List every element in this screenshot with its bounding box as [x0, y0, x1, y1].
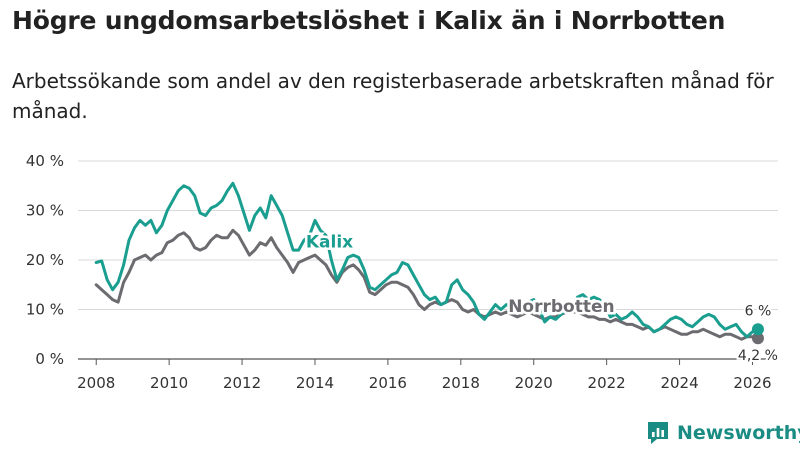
end-point-kalix [751, 323, 764, 336]
newsworthy-logo-icon [648, 422, 668, 444]
end-label-norrbotten: 4,2 % [738, 348, 778, 364]
y-tick-label: 40 % [26, 152, 64, 170]
y-axis-ticks: 0 % 10 % 20 % 30 % 40 % [26, 152, 64, 368]
grid-lines [78, 160, 778, 360]
x-tick-label: 2018 [442, 374, 480, 392]
x-tick-label: 2016 [369, 374, 407, 392]
series-lines [94, 181, 764, 345]
chart-subtitle: Arbetssökande som andel av den registerb… [12, 69, 774, 123]
end-point-norrbotten [751, 332, 764, 345]
x-tick-label: 2008 [77, 374, 115, 392]
x-tick-label: 2020 [515, 374, 553, 392]
y-tick-label: 0 % [35, 350, 64, 368]
x-tick-label: 2012 [223, 374, 261, 392]
x-tick-label: 2022 [588, 374, 626, 392]
brand-logo: Newsworthy [645, 419, 800, 447]
x-tick-label: 2024 [660, 374, 698, 392]
series-annotation-norrbotten: Norrbotten [508, 297, 614, 317]
chart-title: Högre ungdomsarbetslöshet i Kalix än i N… [12, 6, 726, 35]
series-line-kalix [94, 181, 760, 339]
y-tick-label: 10 % [26, 301, 64, 319]
series-labels: 6 % 4,2 % Kalix Norrbotten [303, 230, 780, 366]
series-annotation-kalix: Kalix [306, 233, 353, 253]
x-axis-ticks: 2008 2010 2012 2014 2016 2018 2020 2022 2024 2026 [77, 359, 772, 392]
brand-name: Newsworthy [677, 422, 800, 444]
x-tick-label: 2014 [296, 374, 334, 392]
y-tick-label: 20 % [26, 251, 64, 269]
x-tick-label: 2010 [150, 374, 188, 392]
series-line-norrbotten [94, 228, 760, 341]
end-label-kalix: 6 % [745, 303, 772, 319]
x-tick-label: 2026 [733, 374, 771, 392]
y-tick-label: 30 % [26, 202, 64, 220]
